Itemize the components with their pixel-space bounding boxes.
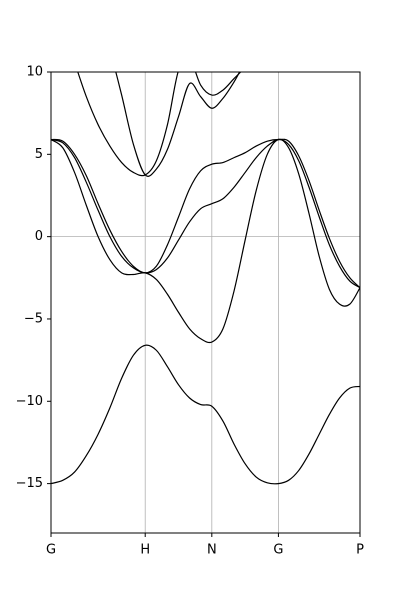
y-tick-label: 0 xyxy=(35,229,43,244)
y-tick-label: −5 xyxy=(24,311,43,326)
band-line xyxy=(51,138,360,344)
plot-lines xyxy=(51,72,360,485)
x-tick-label: G xyxy=(273,543,283,558)
x-tick-label: N xyxy=(207,543,217,558)
y-tick-label: −15 xyxy=(16,476,43,491)
grid xyxy=(50,72,361,533)
axes: G H N G P −15 −10 −5 0 5 10 xyxy=(16,65,365,558)
plot-frame xyxy=(50,71,361,534)
x-tick-label: H xyxy=(140,543,150,558)
y-tick-label: 10 xyxy=(26,65,43,80)
band-line xyxy=(115,72,241,177)
band-line xyxy=(51,344,360,485)
band-line xyxy=(51,138,360,289)
x-tick-label: P xyxy=(356,543,364,558)
y-tick-label: −10 xyxy=(16,394,43,409)
band-line xyxy=(51,138,360,289)
band-line xyxy=(77,72,242,177)
y-tick-label: 5 xyxy=(35,147,43,162)
x-tick-label: G xyxy=(46,543,56,558)
